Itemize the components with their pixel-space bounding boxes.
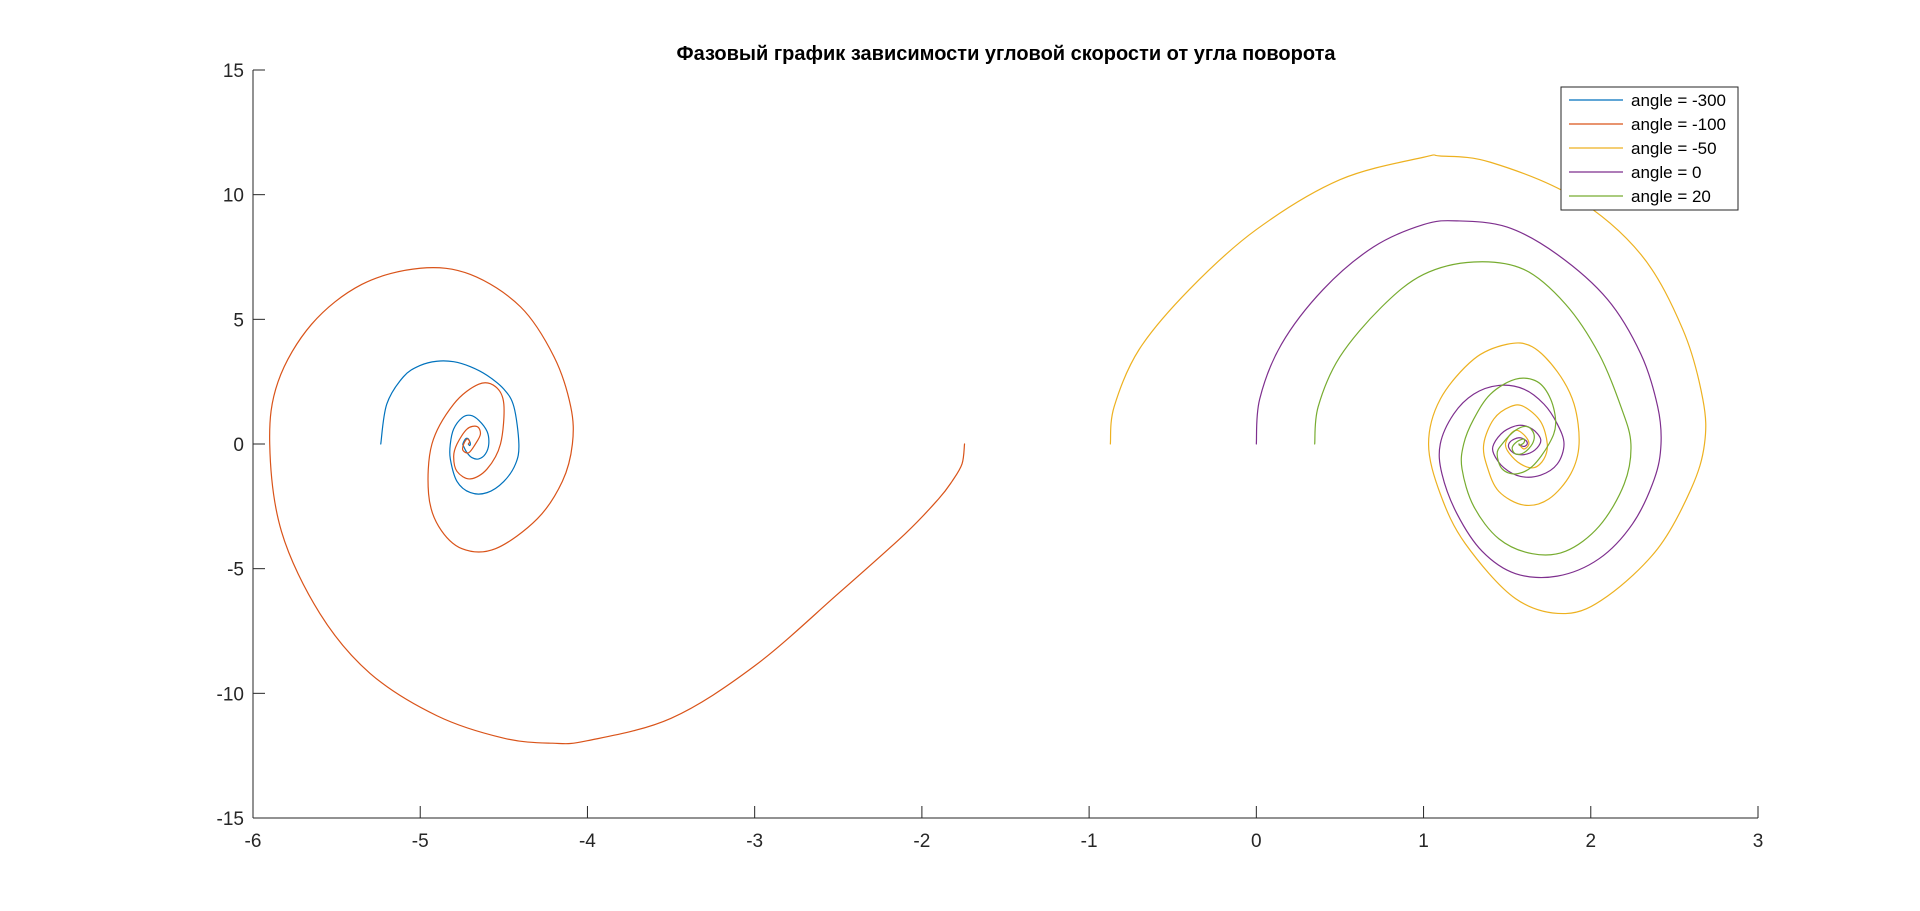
x-tick-label: 0 xyxy=(1251,831,1262,852)
legend-label: angle = 0 xyxy=(1631,163,1701,182)
legend-label: angle = -300 xyxy=(1631,91,1726,110)
x-axis: -6 -5 -4 -3 -2 -1 0 1 2 3 xyxy=(245,806,1764,852)
legend[interactable]: angle = -300 angle = -100 angle = -50 angle… xyxy=(1560,86,1739,211)
y-tick-label: -10 xyxy=(217,684,244,705)
y-tick-label: -5 xyxy=(227,560,244,581)
x-tick-label: -2 xyxy=(913,831,930,852)
x-tick-label: -4 xyxy=(579,831,596,852)
x-tick-label: 3 xyxy=(1753,831,1764,852)
x-tick-label: -6 xyxy=(245,831,262,852)
y-tick-label: 0 xyxy=(233,435,244,456)
legend-label: angle = -100 xyxy=(1631,115,1726,134)
legend-label: angle = 20 xyxy=(1631,187,1711,206)
plot-lines xyxy=(269,154,1707,745)
series-line-4 xyxy=(1314,261,1632,556)
y-tick-label: 15 xyxy=(223,61,244,82)
y-tick-label: -15 xyxy=(217,809,244,830)
series-line-0 xyxy=(380,360,520,495)
x-tick-label: -5 xyxy=(412,831,429,852)
x-tick-label: 2 xyxy=(1585,831,1596,852)
x-tick-label: 1 xyxy=(1418,831,1429,852)
y-axis: -15 -10 -5 0 5 10 15 xyxy=(217,61,265,830)
x-tick-label: -1 xyxy=(1081,831,1098,852)
x-tick-label: -3 xyxy=(746,831,763,852)
y-tick-label: 10 xyxy=(223,186,244,207)
legend-label: angle = -50 xyxy=(1631,139,1717,158)
series-line-1 xyxy=(269,266,966,745)
series-line-2 xyxy=(1109,154,1707,615)
y-tick-label: 5 xyxy=(233,310,244,331)
chart-title: Фазовый график зависимости угловой скоро… xyxy=(677,43,1337,65)
